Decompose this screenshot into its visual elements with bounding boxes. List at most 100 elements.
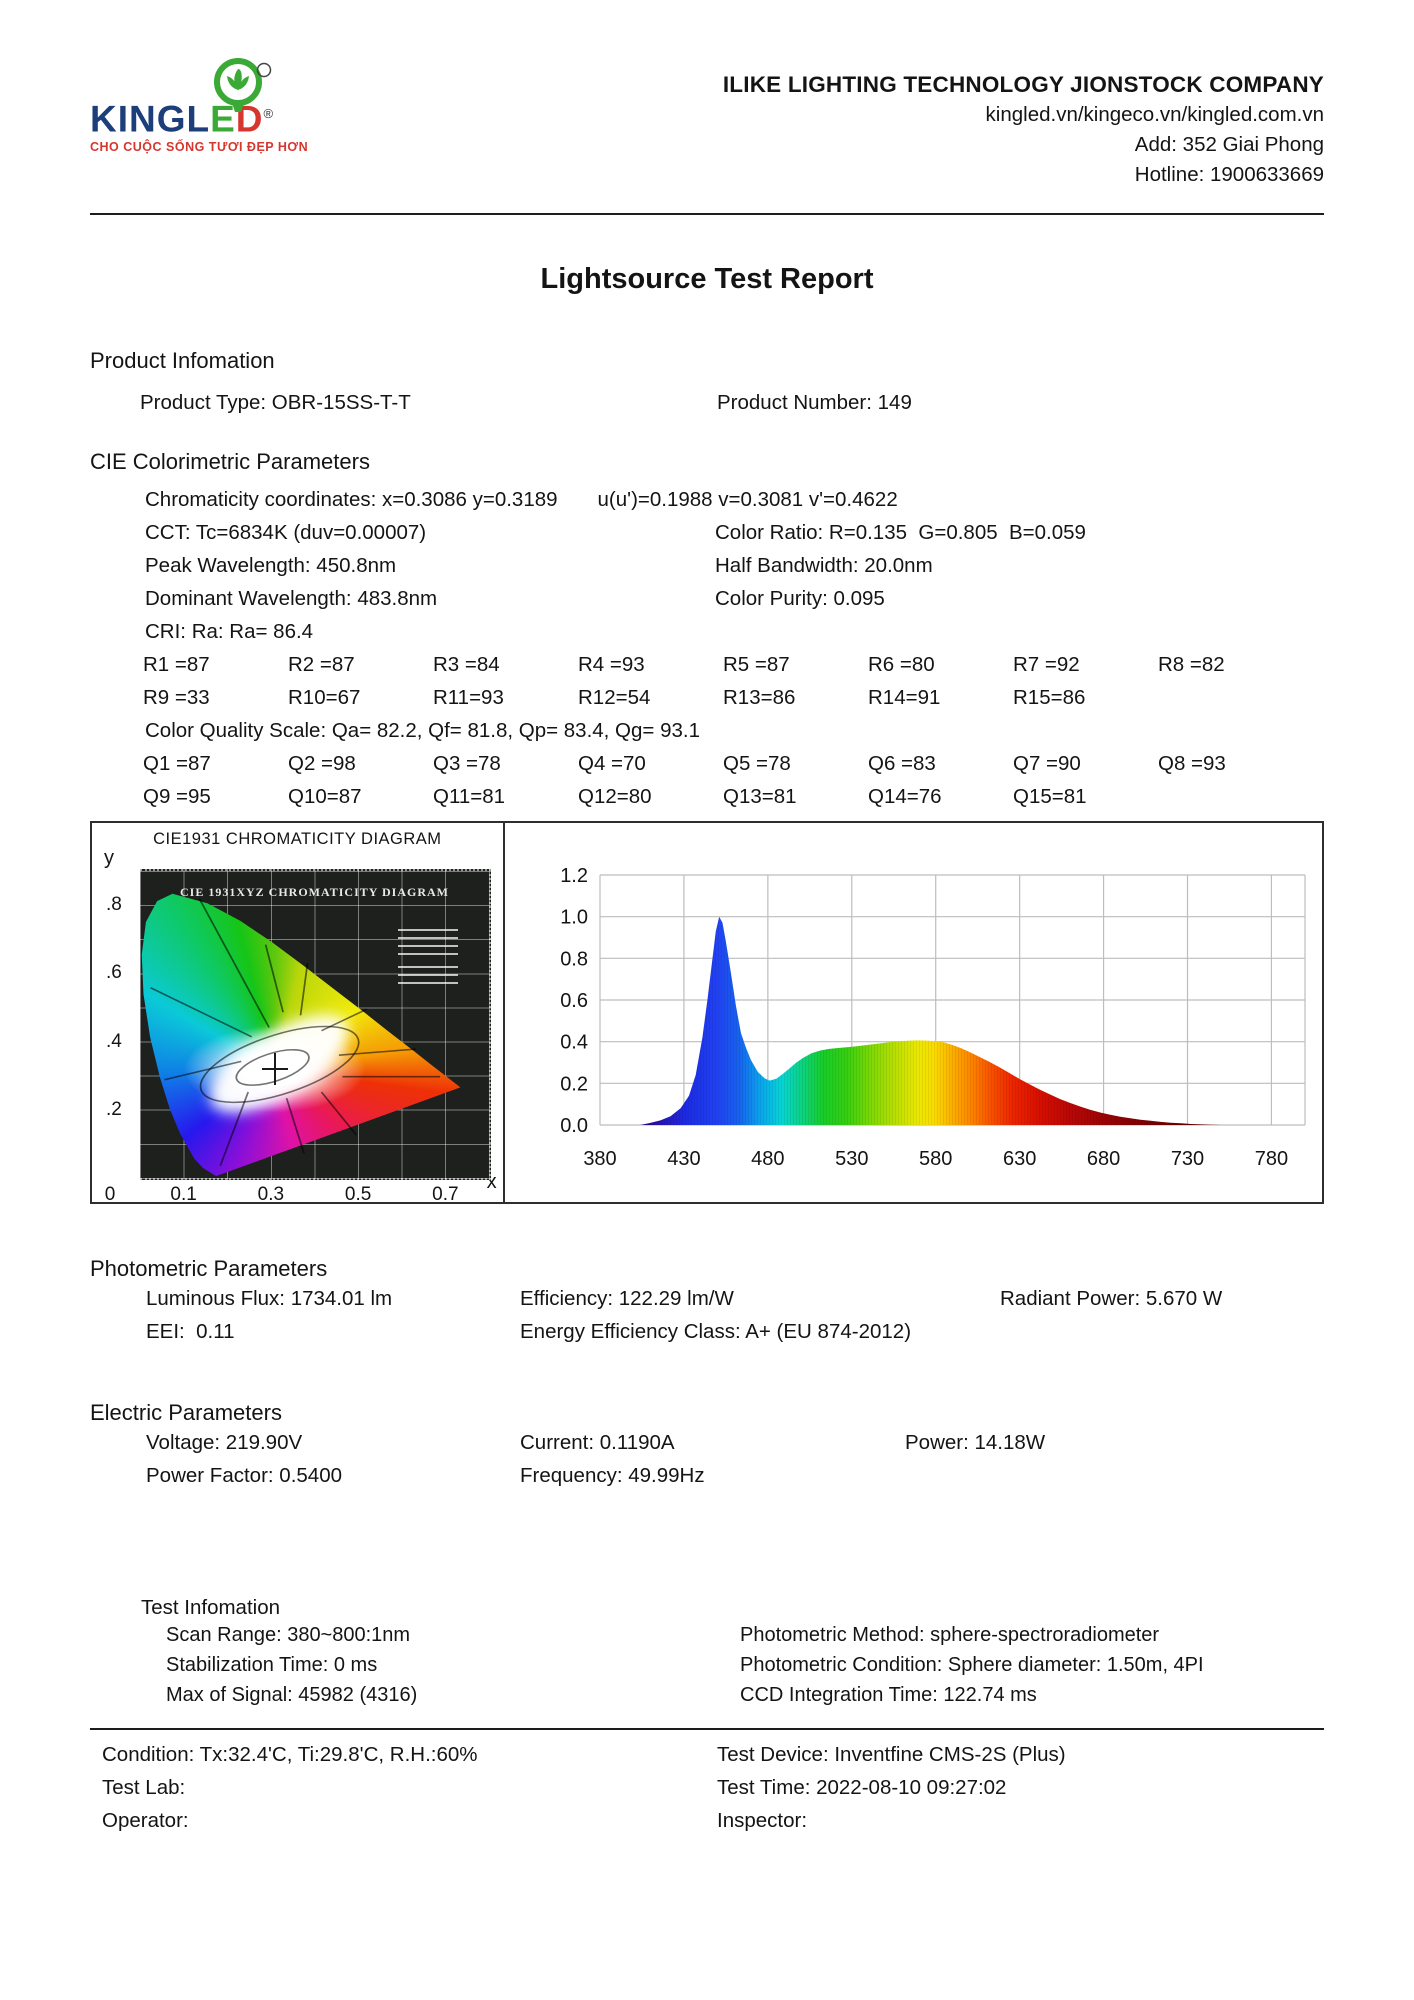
cie-y-axis-label: y [104,847,114,869]
x-tick-label: 630 [1003,1148,1036,1170]
product-section-heading: Product Infomation [90,348,275,373]
value-cell: Q2 =98 [288,752,356,775]
cie-legend-block-1 [398,929,458,962]
value-cell: Q5 =78 [723,752,791,775]
dominant-row: Dominant Wavelength: 483.8nm Color Purit… [145,582,1324,615]
chromaticity-line: Chromaticity coordinates: x=0.3086 y=0.3… [145,483,1324,516]
electric-row-2: Power Factor: 0.5400 Frequency: 49.99Hz [146,1459,1324,1492]
y-tick-label: 0.6 [560,990,588,1012]
product-number: Product Number: 149 [717,391,912,414]
cie-section-heading: CIE Colorimetric Parameters [90,449,370,474]
value-cell: Q13=81 [723,785,797,808]
company-websites: kingled.vn/kingeco.vn/kingled.com.vn [985,103,1324,126]
x-tick-label: 380 [583,1148,616,1170]
cie-chart-title: CIE1931 CHROMATICITY DIAGRAM [153,830,442,848]
cie-parameters: Chromaticity coordinates: x=0.3086 y=0.3… [90,483,1324,813]
value-cell: R7 =92 [1013,653,1080,676]
inspector: Inspector: [717,1809,808,1832]
spacer [905,1459,1324,1492]
frequency: Frequency: 49.99Hz [520,1464,705,1487]
stabilization-time: Stabilization Time: 0 ms [166,1654,378,1676]
value-cell: Q11=81 [433,785,506,808]
footer-divider [90,1728,1324,1730]
cie-region-boundaries [150,898,441,1166]
current: Current: 0.1190A [520,1431,675,1454]
x-tick-label: 580 [919,1148,952,1170]
photometric-condition: Photometric Condition: Sphere diameter: … [740,1654,1204,1676]
x-tick-label: 480 [751,1148,784,1170]
cqs-q-values-row1: Q1 =87 Q2 =98 Q3 =78 Q4 =70 Q5 =78 Q6 =83 Q7 =… [143,747,1324,780]
radiant-power: Radiant Power: 5.670 W [1000,1287,1223,1310]
company-hotline: Hotline: 1900633669 [1134,163,1324,186]
lightbulb-lotus-icon [214,58,272,112]
value-cell: R1 =87 [143,653,210,676]
color-ratio: Color Ratio: R=0.135 G=0.805 B=0.059 [715,521,1086,544]
photometric-section-heading: Photometric Parameters [90,1256,328,1281]
value-cell: Q7 =90 [1013,752,1081,775]
operator: Operator: [102,1809,189,1832]
dominant-wavelength: Dominant Wavelength: 483.8nm [145,587,438,610]
y-tick-label: 0.4 [560,1032,588,1054]
voltage: Voltage: 219.90V [146,1431,303,1454]
company-name: ILIKE LIGHTING TECHNOLOGY JIONSTOCK COMP… [722,72,1324,97]
cie-x-tick: 0.5 [344,1184,372,1205]
spectrum-svg: 380 430 480 530 580 630 680 730 780 0.0 0.2 0.4 0.6 0… [560,865,1306,1170]
luminous-flux: Luminous Flux: 1734.01 lm [146,1287,393,1310]
value-cell: R5 =87 [723,653,790,676]
y-tick-label: 1.0 [560,907,588,929]
x-tick-label: 430 [667,1148,700,1170]
test-info-heading: Test Infomation [141,1596,281,1619]
x-tick-label: 730 [1170,1148,1203,1170]
value-cell: R9 =33 [143,686,210,709]
power: Power: 14.18W [905,1431,1046,1454]
energy-class: Energy Efficiency Class: A+ (EU 874-2012… [520,1320,912,1343]
value-cell: Q6 =83 [868,752,936,775]
value-cell: R3 =84 [433,653,500,676]
max-of-signal: Max of Signal: 45982 (4316) [166,1684,418,1706]
value-cell: Q9 =95 [143,785,211,808]
value-cell: R10=67 [288,686,361,709]
value-cell: R8 =82 [1158,653,1225,676]
cct-row: CCT: Tc=6834K (duv=0.00007) Color Ratio:… [145,516,1324,549]
cct-value: CCT: Tc=6834K (duv=0.00007) [145,521,427,544]
value-cell: Q10=87 [288,785,362,808]
value-cell: Q14=76 [868,785,942,808]
x-tick-label: 530 [835,1148,868,1170]
value-cell: Q8 =93 [1158,752,1226,775]
value-cell: R6 =80 [868,653,935,676]
cie-y-tick: .8 [106,894,122,916]
brand-wordmark: KINGLED® [90,96,390,137]
eei: EEI: 0.11 [146,1320,235,1343]
value-cell: Q15=81 [1013,785,1087,808]
company-info: ILIKE LIGHTING TECHNOLOGY JIONSTOCK COMP… [390,56,1324,190]
power-factor: Power Factor: 0.5400 [146,1464,342,1487]
photometric-row-2: EEI: 0.11 Energy Efficiency Class: A+ (E… [146,1315,1324,1348]
spacer [1000,1315,1324,1348]
y-tick-label: 0.8 [560,948,588,970]
page-title: Lightsource Test Report [540,263,874,295]
ccd-integration-time: CCD Integration Time: 122.74 ms [740,1684,1037,1706]
test-device: Test Device: Inventfine CMS-2S (Plus) [717,1743,1066,1766]
header: KINGLED® CHO CUỘC SỐNG TƯƠI ĐẸP HƠN ILIK… [90,0,1324,215]
value-cell: R11=93 [433,686,504,709]
cie-inner-title: CIE 1931XYZ CHROMATICITY DIAGRAM [179,884,449,899]
value-cell: Q3 =78 [433,752,501,775]
cie-x-axis-label: x [486,1171,497,1193]
brand-king: KINGL [90,98,211,140]
cie-x-tick: 0.7 [432,1184,459,1205]
value-cell: R12=54 [578,686,651,709]
cie-x-tick: 0 [104,1184,116,1205]
product-type: Product Type: OBR-15SS-T-T [140,391,411,414]
cie-chromaticity-chart: CIE1931 CHROMATICITY DIAGRAM y x CIE [90,821,505,1205]
cie-y-tick: .4 [106,1030,122,1052]
electric-row-1: Voltage: 219.90V Current: 0.1190A Power:… [146,1426,1324,1459]
efficiency: Efficiency: 122.29 lm/W [520,1287,734,1310]
value-cell: R4 =93 [578,653,645,676]
kingled-logo: KINGLED® CHO CUỘC SỐNG TƯƠI ĐẸP HƠN [90,56,390,154]
value-cell: R15=86 [1013,686,1086,709]
cie-y-tick: .2 [106,1098,122,1120]
footer-grid: Condition: Tx:32.4'C, Ti:29.8'C, R.H.:60… [102,1738,1324,1837]
spectral-power-chart: 380 430 480 530 580 630 680 730 780 0.0 0.2 0.4 0.6 0… [504,821,1324,1204]
value-cell: Q12=80 [578,785,652,808]
scan-range: Scan Range: 380~800:1nm [166,1624,411,1646]
